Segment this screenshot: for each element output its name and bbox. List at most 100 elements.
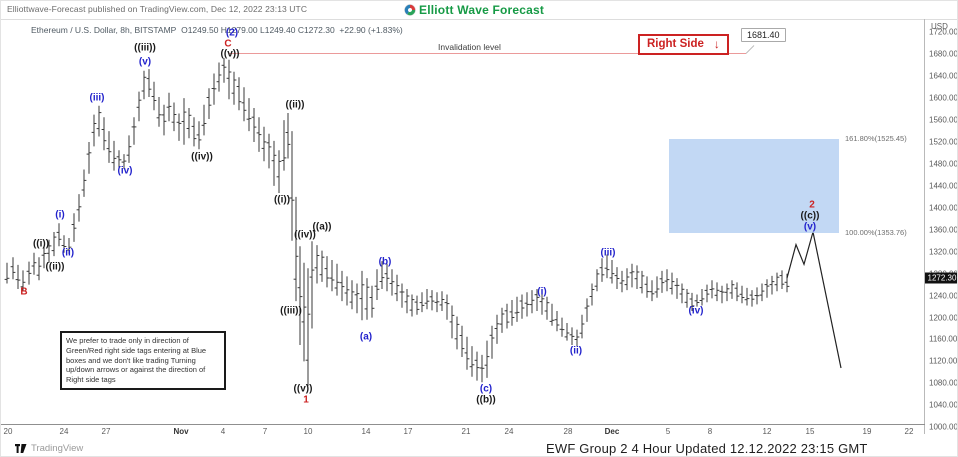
- wave-label: (iii): [600, 247, 616, 259]
- wave-label: (2): [225, 27, 239, 39]
- price-tick: 1200.00: [929, 313, 958, 323]
- tradingview-label: TradingView: [31, 443, 84, 454]
- wave-label: ((iii)): [280, 305, 302, 317]
- right-side-label: Right Side: [647, 38, 704, 51]
- tradingview-logo[interactable]: TradingView: [15, 443, 83, 454]
- invalidation-line: [229, 53, 746, 55]
- time-tick: 4: [220, 427, 226, 436]
- price-tick: 1600.00: [929, 93, 958, 103]
- wave-label: (v): [803, 221, 817, 233]
- right-side-tag[interactable]: Right Side ↓: [638, 34, 729, 56]
- wave-label: (a): [359, 331, 373, 343]
- brand-name: Elliott Wave Forecast: [419, 3, 545, 17]
- price-tick: 1440.00: [929, 181, 958, 191]
- time-tick: Dec: [604, 427, 620, 436]
- invalidation-price-flag: 1681.40: [741, 28, 786, 43]
- price-tick: 1640.00: [929, 71, 958, 81]
- time-tick: Nov: [173, 427, 189, 436]
- wave-label: ((b)): [476, 394, 496, 406]
- time-tick: 20: [3, 427, 13, 436]
- wave-label: (i): [537, 286, 547, 298]
- price-tick: 1480.00: [929, 159, 958, 169]
- time-tick: 10: [303, 427, 313, 436]
- price-tick: 1720.00: [929, 27, 958, 37]
- wave-label: (iv): [688, 305, 704, 317]
- blue-box-target-area: [669, 139, 839, 234]
- wave-label: (i): [55, 209, 65, 221]
- wave-label: (v): [138, 56, 152, 68]
- elliott-wave-forecast-logo-icon: [404, 4, 416, 16]
- chart-top-border: [1, 19, 957, 20]
- time-tick: 14: [361, 427, 371, 436]
- time-tick: 15: [805, 427, 815, 436]
- wave-label: ((ii)): [285, 99, 305, 111]
- invalidation-label: Invalidation level: [438, 42, 501, 53]
- time-tick: 17: [403, 427, 413, 436]
- wave-label: B: [20, 286, 28, 298]
- time-tick: 8: [707, 427, 713, 436]
- time-tick: 12: [762, 427, 772, 436]
- time-tick: 24: [59, 427, 69, 436]
- tradingview-logo-icon: [15, 444, 27, 453]
- wave-label: ((a)): [312, 221, 332, 233]
- time-tick: 24: [504, 427, 514, 436]
- price-flag-pointer: [745, 45, 755, 54]
- wave-label: 2: [809, 199, 815, 211]
- wave-label: (b): [378, 256, 392, 268]
- symbol-legend[interactable]: Ethereum / U.S. Dollar, 8h, BITSTAMP O12…: [31, 25, 403, 35]
- price-tick: 1520.00: [929, 137, 958, 147]
- wave-label: 1: [303, 394, 309, 406]
- price-tick: 1080.00: [929, 378, 958, 388]
- symbol-name: Ethereum / U.S. Dollar, 8h, BITSTAMP: [31, 25, 177, 35]
- ohlc-values: O1249.50 H1279.00 L1249.40 C1272.30: [181, 25, 335, 35]
- wave-label: ((iii)): [134, 42, 156, 54]
- currency-label: USD: [931, 22, 948, 31]
- wave-label: ((i)): [32, 238, 50, 250]
- wave-label: ((i)): [273, 194, 291, 206]
- down-arrow-icon: ↓: [713, 37, 720, 52]
- wave-label: (ii): [61, 247, 75, 259]
- wave-label: (c): [479, 383, 493, 395]
- change-value: +22.90 (+1.83%): [339, 25, 403, 35]
- time-tick: 19: [862, 427, 872, 436]
- wave-label: (iv): [117, 165, 133, 177]
- price-tick: 1160.00: [929, 334, 958, 344]
- projection-path: [786, 231, 842, 369]
- wave-label: ((v)): [220, 48, 240, 60]
- price-tick: 1040.00: [929, 400, 958, 410]
- price-tick: 1320.00: [929, 247, 958, 257]
- time-tick: 28: [563, 427, 573, 436]
- time-tick: 7: [262, 427, 268, 436]
- wave-label: ((iv)): [294, 229, 316, 241]
- wave-label: C: [224, 38, 232, 50]
- wave-label: (iii): [89, 92, 105, 104]
- time-tick: 22: [904, 427, 914, 436]
- current-price-tag: 1272.30: [925, 272, 957, 284]
- time-tick: 21: [461, 427, 471, 436]
- update-caption: EWF Group 2 4 Hour Updated 12.12.2022 23…: [546, 441, 868, 456]
- price-tick: 1240.00: [929, 291, 958, 301]
- wave-label: ((v)): [293, 383, 313, 395]
- price-tick: 1560.00: [929, 115, 958, 125]
- brand-logo: Elliott Wave Forecast: [404, 2, 544, 18]
- trading-note-text: We prefer to trade only in direction of …: [66, 336, 207, 384]
- wave-label: ((iv)): [191, 151, 213, 163]
- wave-label: ((ii)): [45, 261, 65, 273]
- price-tick: 1000.00: [929, 422, 958, 432]
- fib-label-100: 100.00%(1353.76): [845, 228, 907, 238]
- price-tick: 1680.00: [929, 49, 958, 59]
- time-axis-line: [1, 424, 925, 425]
- price-tick: 1120.00: [929, 356, 958, 366]
- top-banner: Elliottwave-Forecast published on Tradin…: [1, 1, 957, 19]
- trading-note-box: We prefer to trade only in direction of …: [60, 331, 226, 390]
- time-tick: 27: [101, 427, 111, 436]
- price-axis-line: [924, 19, 925, 434]
- price-tick: 1360.00: [929, 225, 958, 235]
- time-tick: 5: [665, 427, 671, 436]
- wave-label: (ii): [569, 345, 583, 357]
- wave-label: ((c)): [800, 210, 820, 222]
- price-tick: 1400.00: [929, 203, 958, 213]
- fib-label-161: 161.80%(1525.45): [845, 134, 907, 144]
